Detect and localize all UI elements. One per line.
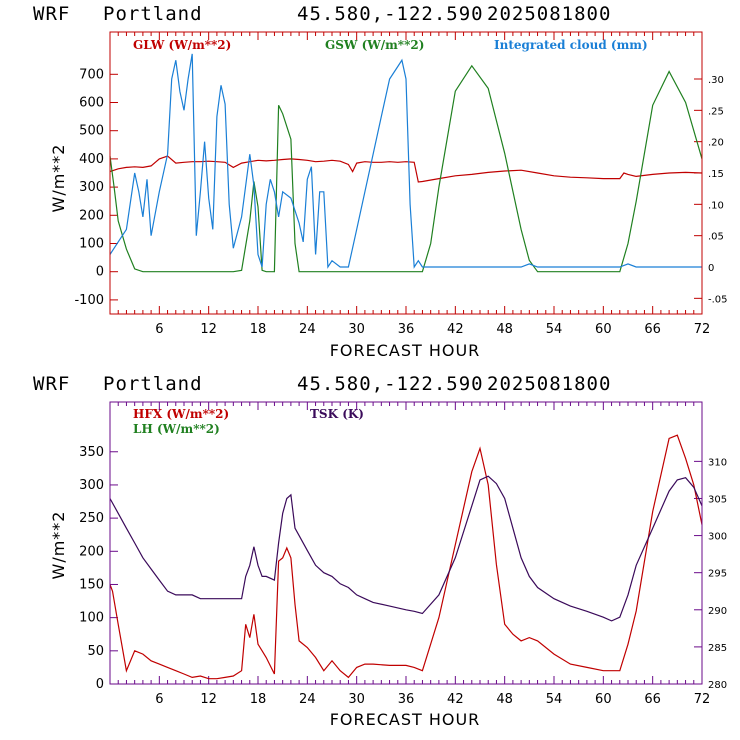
top-xtick-label: 60 [595,322,612,337]
top-xtick-label: 24 [299,322,316,337]
bottom-header-coords: 45.580,-122.590 [297,373,484,395]
top-ytick-label: 700 [79,67,104,82]
top-xtick-label: 48 [496,322,513,337]
bottom-ytick-label: 100 [79,611,104,626]
top-ytick-label: 200 [79,208,104,223]
bottom-ytick-label: 250 [79,511,104,526]
top-xtick-label: 18 [250,322,267,337]
top-xtick-label: 72 [694,322,711,337]
bottom-y2tick-label: 295 [708,569,727,580]
bottom-ytick-label: 150 [79,577,104,592]
bottom-ytick-label: 0 [96,677,104,692]
top-ytick-label: 500 [79,124,104,139]
top-y2tick-label: -.05 [708,294,728,305]
bottom-y2tick-label: 305 [708,494,727,505]
top-panel: WRF Portland 45.580,-122.590 2025081800 … [33,3,728,360]
bottom-xtick-label: 72 [694,692,711,707]
bottom-xtick-label: 18 [250,692,267,707]
top-ytick-label: -100 [74,293,104,308]
bottom-yaxis-label: W/m**2 [49,511,68,580]
bottom-legend-tsk: TSK (K) [310,407,364,421]
top-header-coords: 45.580,-122.590 [297,3,484,25]
bottom-xtick-label: 54 [546,692,563,707]
top-x-tick-labels: 6 12 18 24 30 36 42 48 54 60 66 72 [155,322,710,337]
bottom-y2-tick-labels: 280 285 290 295 300 305 310 [708,457,727,691]
top-xtick-label: 36 [398,322,415,337]
bottom-y2tick-label: 290 [708,606,727,617]
bottom-tick-marks [110,402,702,685]
top-xtick-label: 6 [155,322,163,337]
bottom-ytick-label: 200 [79,544,104,559]
top-y2tick-label: .05 [708,232,724,243]
bottom-y2tick-label: 310 [708,457,727,468]
bottom-legend-hfx: HFX (W/m**2) [133,407,229,421]
top-series-glw [109,155,703,183]
bottom-xtick-label: 66 [644,692,661,707]
top-frame-rect [109,31,703,315]
top-y2tick-label: .15 [708,169,724,180]
top-header-location: Portland [103,3,203,25]
bottom-header-model: WRF [33,373,70,395]
top-xtick-label: 54 [546,322,563,337]
bottom-header-init: 2025081800 [487,373,611,395]
top-xaxis-label: FORECAST HOUR [330,341,481,360]
bottom-xtick-label: 48 [496,692,513,707]
top-xtick-label: 42 [447,322,464,337]
bottom-legend-lh: LH (W/m**2) [133,422,220,436]
bottom-plot-frame [109,401,703,685]
bottom-y2tick-label: 280 [708,680,727,691]
top-series-integrated-cloud [109,53,702,269]
top-legend-glw: GLW (W/m**2) [133,38,231,52]
bottom-ytick-label: 350 [79,445,104,460]
bottom-x-tick-labels: 6 12 18 24 30 36 42 48 54 60 66 72 [155,692,710,707]
top-header-init: 2025081800 [487,3,611,25]
bottom-frame-rect [109,401,703,685]
top-y2tick-label: .20 [708,138,724,149]
top-xtick-label: 30 [348,322,365,337]
top-plot-frame [109,31,703,315]
top-ytick-label: 300 [79,180,104,195]
bottom-xtick-label: 42 [447,692,464,707]
bottom-xaxis-label: FORECAST HOUR [330,710,481,729]
bottom-ytick-label: 50 [87,644,104,659]
top-xtick-label: 66 [644,322,661,337]
top-y2tick-label: .30 [708,75,724,86]
bottom-header-location: Portland [103,373,203,395]
top-legend-gsw: GSW (W/m**2) [325,38,424,52]
top-ytick-label: 100 [79,237,104,252]
bottom-y2tick-label: 285 [708,643,727,654]
top-xtick-label: 12 [200,322,217,337]
bottom-series-lines [109,434,703,680]
top-y2tick-label: .25 [708,106,724,117]
bottom-xtick-label: 30 [348,692,365,707]
bottom-xtick-label: 12 [200,692,217,707]
top-ytick-label: 600 [79,96,104,111]
bottom-series-tsk [109,475,703,622]
bottom-y2tick-label: 300 [708,532,727,543]
top-series-gsw [109,64,703,273]
bottom-y-tick-labels: 0 50 100 150 200 250 300 350 [79,445,104,692]
top-legend-cloud: Integrated cloud (mm) [494,38,648,52]
bottom-xtick-label: 24 [299,692,316,707]
top-y-tick-labels: -100 0 100 200 300 400 500 600 700 [74,67,104,308]
bottom-xtick-label: 36 [398,692,415,707]
top-y2-tick-labels: -.05 0 .05 .10 .15 .20 .25 .30 [708,75,728,305]
top-yaxis-label: W/m**2 [49,144,68,213]
bottom-xtick-label: 6 [155,692,163,707]
bottom-series-hfx [109,434,703,680]
bottom-panel: WRF Portland 45.580,-122.590 2025081800 … [33,373,727,729]
bottom-xtick-label: 60 [595,692,612,707]
top-ytick-label: 400 [79,152,104,167]
top-tick-marks [110,32,702,314]
top-ytick-label: 0 [96,265,104,280]
top-series-lines [109,53,703,273]
top-y2tick-label: .10 [708,200,724,211]
bottom-ytick-label: 300 [79,478,104,493]
top-header-model: WRF [33,3,70,25]
top-y2tick-label: 0 [708,263,714,274]
